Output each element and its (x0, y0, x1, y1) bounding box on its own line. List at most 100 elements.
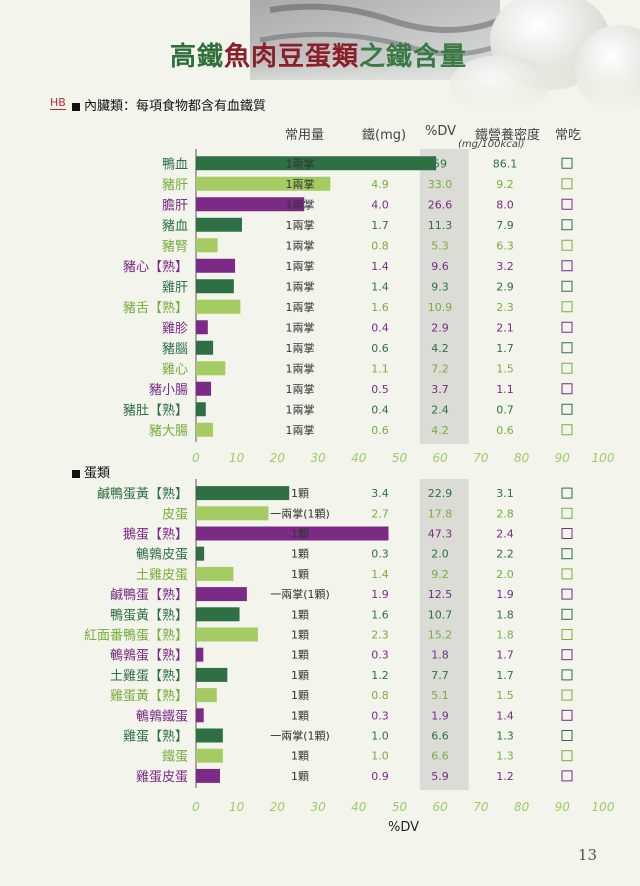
eat-checkbox-0-3[interactable] (561, 219, 573, 231)
category-label-0-10: 雞心 (162, 362, 188, 377)
iron-value-1-14: 0.9 (371, 770, 389, 783)
iron-value-0-2: 4.0 (371, 198, 389, 211)
density-value-0-2: 8.0 (496, 198, 514, 211)
eat-checkbox-1-3[interactable] (561, 548, 573, 560)
dv-value-1-10: 5.1 (431, 689, 449, 702)
serving-1-9: 1顆 (291, 669, 309, 682)
eat-checkbox-0-13[interactable] (561, 424, 573, 436)
eat-checkbox-1-1[interactable] (561, 507, 573, 519)
eat-checkbox-0-6[interactable] (561, 280, 573, 292)
serving-0-5: 1兩掌 (286, 259, 315, 273)
eat-checkbox-0-5[interactable] (561, 260, 573, 272)
density-value-0-11: 1.1 (496, 383, 514, 396)
serving-0-13: 1兩掌 (286, 423, 315, 437)
eat-checkbox-1-10[interactable] (561, 689, 573, 701)
density-value-1-1: 2.8 (496, 507, 514, 520)
density-value-0-13: 0.6 (496, 424, 514, 437)
eat-checkbox-1-9[interactable] (561, 669, 573, 681)
eat-checkbox-1-12[interactable] (561, 730, 573, 741)
eat-checkbox-1-14[interactable] (561, 770, 573, 782)
eat-checkbox-0-1[interactable] (561, 178, 573, 190)
eat-checkbox-1-13[interactable] (561, 750, 573, 762)
x-tick-label-1-2: 20 (270, 800, 286, 814)
bar-1-0 (196, 486, 290, 501)
category-label-0-3: 豬血 (162, 219, 188, 234)
dv-value-1-5: 12.5 (428, 588, 453, 601)
iron-value-1-4: 1.4 (371, 568, 389, 581)
serving-0-3: 1兩掌 (286, 218, 315, 232)
bar-0-6 (196, 279, 234, 294)
category-label-0-4: 豬腎 (162, 239, 188, 254)
x-tick-label-0-1: 10 (229, 451, 245, 465)
section-organ-title: 內臟類：每項食物都含有血鐵質 (72, 95, 266, 114)
serving-0-1: 1兩掌 (286, 177, 315, 191)
category-label-1-7: 紅面番鴨蛋【熟】 (84, 628, 188, 644)
eat-checkbox-0-7[interactable] (561, 301, 573, 313)
x-tick-label-1-6: 60 (433, 800, 449, 814)
eat-checkbox-1-4[interactable] (561, 568, 573, 580)
iron-value-0-7: 1.6 (371, 301, 389, 314)
col-header-density: 鐵營養密度 (475, 128, 541, 143)
bar-1-11 (196, 708, 204, 723)
iron-value-1-1: 2.7 (371, 507, 389, 520)
x-tick-label-0-9: 90 (555, 451, 571, 465)
eat-checkbox-1-8[interactable] (561, 649, 573, 661)
eat-checkbox-0-11[interactable] (561, 383, 573, 395)
density-value-1-11: 1.4 (496, 709, 514, 722)
dv-value-1-13: 6.6 (431, 750, 449, 763)
iron-value-0-6: 1.4 (371, 280, 389, 293)
eat-checkbox-1-7[interactable] (561, 629, 573, 640)
eat-checkbox-0-9[interactable] (561, 342, 573, 354)
bar-1-2 (196, 526, 389, 541)
serving-1-3: 1顆 (291, 548, 309, 561)
eat-checkbox-0-8[interactable] (561, 321, 573, 333)
dv-value-0-6: 9.3 (431, 280, 449, 293)
serving-1-7: 1顆 (291, 629, 309, 642)
section-egg-title-text: 蛋類 (84, 466, 111, 481)
density-value-1-9: 1.7 (496, 669, 514, 682)
square-bullet-icon (72, 102, 80, 111)
density-value-1-6: 1.8 (496, 608, 514, 621)
bar-0-13 (196, 422, 214, 437)
serving-0-4: 1兩掌 (286, 238, 315, 252)
category-label-1-13: 鐵蛋 (162, 749, 188, 765)
eat-checkbox-1-11[interactable] (561, 709, 573, 721)
density-value-0-3: 7.9 (496, 219, 514, 232)
eat-checkbox-1-5[interactable] (561, 588, 573, 600)
dv-value-1-2: 47.3 (428, 528, 453, 541)
bar-1-5 (196, 587, 247, 602)
density-value-1-4: 2.0 (496, 568, 514, 581)
eat-checkbox-1-6[interactable] (561, 608, 573, 620)
iron-value-0-12: 0.4 (371, 403, 389, 416)
x-tick-label-0-2: 20 (270, 451, 286, 465)
bar-0-9 (196, 340, 214, 355)
eat-checkbox-0-10[interactable] (561, 362, 573, 374)
eat-checkbox-0-12[interactable] (561, 403, 573, 415)
col-header-serving: 常用量 (285, 128, 325, 143)
iron-value-0-1: 4.9 (371, 178, 389, 191)
dv-value-0-3: 11.3 (428, 219, 453, 232)
serving-1-1: 一兩掌(1顆) (270, 506, 330, 520)
eat-checkbox-0-4[interactable] (561, 239, 573, 251)
density-value-0-1: 9.2 (496, 178, 514, 191)
category-label-1-10: 雞蛋黃【熟】 (110, 688, 188, 704)
density-value-1-10: 1.5 (496, 689, 514, 702)
dv-value-1-4: 9.2 (431, 568, 449, 581)
title-part-1: 高鐵 (170, 42, 225, 72)
x-axis-title: %DV (388, 820, 420, 835)
category-label-1-4: 土雞皮蛋 (136, 568, 188, 583)
serving-0-9: 1兩掌 (286, 341, 315, 355)
dv-highlight-band-0 (419, 149, 469, 444)
bar-1-9 (196, 667, 228, 682)
eat-checkbox-1-0[interactable] (561, 487, 573, 499)
eat-checkbox-1-2[interactable] (561, 528, 573, 539)
serving-1-10: 1顆 (291, 689, 309, 702)
section-organ-title-text: 內臟類：每項食物都含有血鐵質 (84, 99, 267, 114)
category-label-0-7: 豬舌【熟】 (123, 300, 188, 316)
eat-checkbox-0-0[interactable] (561, 157, 573, 169)
eat-checkbox-0-2[interactable] (561, 198, 573, 210)
x-tick-label-1-10: 100 (592, 800, 615, 814)
density-value-1-13: 1.3 (496, 750, 514, 763)
col-header-density-unit: (mg/100kcal) (458, 139, 525, 150)
